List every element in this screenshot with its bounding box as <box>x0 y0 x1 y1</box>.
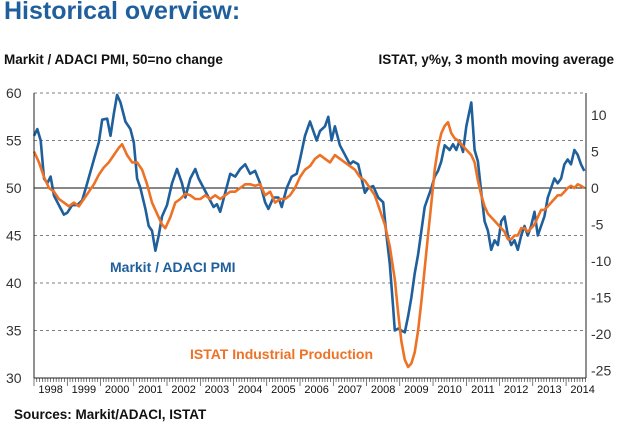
istat-annotation: ISTAT Industrial Production <box>190 346 373 362</box>
right-tick-label: 10 <box>591 107 607 123</box>
page-title: Historical overview: <box>4 0 241 25</box>
pmi-annotation: Markit / ADACI PMI <box>110 259 236 275</box>
left-tick-label: 45 <box>6 228 22 244</box>
x-tick-label: 2012 <box>504 384 528 396</box>
pmi-line <box>32 93 586 334</box>
x-tick-label: 2006 <box>304 384 328 396</box>
x-tick-label: 2014 <box>570 384 594 396</box>
gridlines <box>34 92 586 331</box>
x-tick-label: 2004 <box>238 384 262 396</box>
right-tick-label: 0 <box>591 180 599 196</box>
x-tick-label: 1998 <box>38 384 62 396</box>
x-tick-label: 2007 <box>338 384 362 396</box>
series-lines <box>32 93 586 369</box>
left-tick-label: 50 <box>6 180 22 196</box>
left-tick-label: 35 <box>6 323 22 339</box>
right-tick-label: 5 <box>591 143 599 159</box>
right-tick-label: -25 <box>591 363 611 379</box>
x-tick-label: 2002 <box>171 384 195 396</box>
right-tick-label: -10 <box>591 253 611 269</box>
axes <box>33 93 587 386</box>
left-tick-label: 55 <box>6 133 22 149</box>
right-tick-label: -5 <box>591 217 604 233</box>
x-tick-label: 2005 <box>271 384 295 396</box>
sources-note: Sources: Markit/ADACI, ISTAT <box>14 407 207 422</box>
right-tick-label: -20 <box>591 326 611 342</box>
x-tick-label: 2000 <box>105 384 129 396</box>
left-tick-label: 40 <box>6 275 22 291</box>
x-tick-label: 2013 <box>537 384 561 396</box>
x-tick-label: 2011 <box>471 384 495 396</box>
left-tick-label: 30 <box>6 370 22 386</box>
left-axis-caption: Markit / ADACI PMI, 50=no change <box>4 52 223 67</box>
right-axis-ticks: -25 -20 -15 -10 -5 0 5 10 <box>591 107 611 379</box>
istat-line <box>32 120 586 369</box>
left-axis-ticks: 30 35 40 45 50 55 60 <box>6 85 22 386</box>
x-tick-label: 2001 <box>138 384 162 396</box>
x-tick-label: 2003 <box>205 384 229 396</box>
right-tick-label: -15 <box>591 290 611 306</box>
x-tick-label: 2009 <box>404 384 428 396</box>
x-axis-ticks: 1998 1999 2000 2001 2002 2003 2004 2005 2006 2007… <box>38 384 595 396</box>
left-tick-label: 60 <box>6 85 22 101</box>
x-tick-label: 1999 <box>72 384 96 396</box>
right-axis-caption: ISTAT, y%y, 3 month moving average <box>378 52 614 67</box>
x-tick-label: 2008 <box>371 384 395 396</box>
x-tick-label: 2010 <box>437 384 461 396</box>
